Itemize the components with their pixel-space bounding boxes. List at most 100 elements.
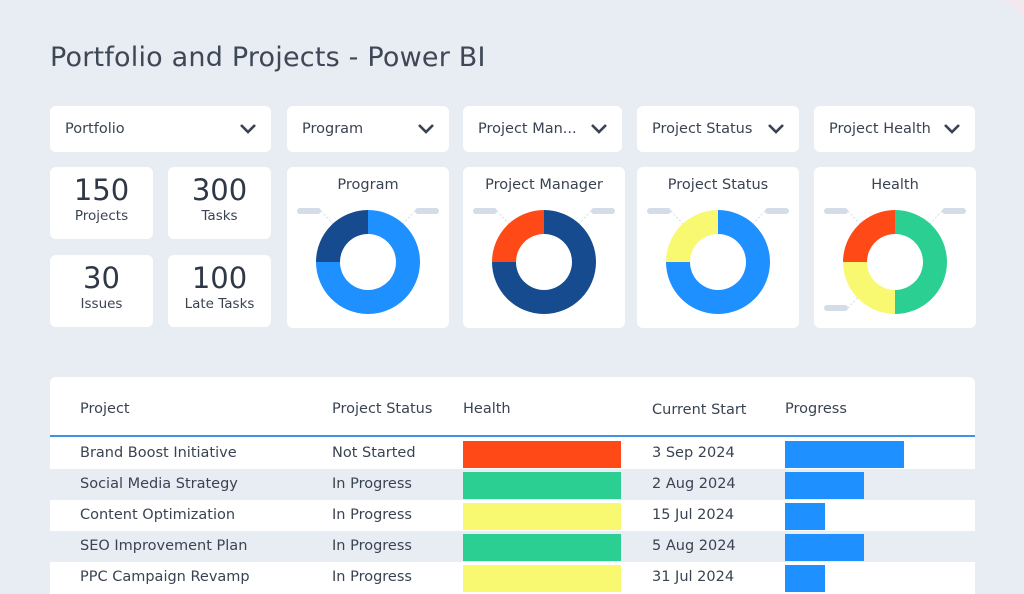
- kpi-value: 100: [191, 261, 248, 295]
- current-start: 31 Jul 2024: [652, 569, 735, 585]
- current-start: 5 Aug 2024: [652, 538, 736, 554]
- donut-slice[interactable]: [843, 262, 895, 314]
- progress-bar: [785, 472, 865, 499]
- project-status: Not Started: [332, 445, 416, 461]
- project-status: In Progress: [332, 569, 412, 585]
- donut-slice[interactable]: [666, 210, 718, 262]
- kpi-late-tasks: 100 Late Tasks: [168, 255, 271, 327]
- project-name: Social Media Strategy: [80, 476, 238, 492]
- table-row[interactable]: SEO Improvement Plan In Progress 5 Aug 2…: [50, 531, 975, 562]
- column-header-progress[interactable]: Progress: [785, 401, 847, 417]
- program-filter[interactable]: Program: [287, 106, 449, 152]
- data-label-placeholder: [765, 208, 789, 214]
- chart-title: Health: [871, 177, 919, 193]
- page-title: Portfolio and Projects - Power BI: [50, 42, 486, 73]
- donut-slice[interactable]: [316, 210, 420, 314]
- project-manager-filter[interactable]: Project Man...: [463, 106, 622, 152]
- chevron-down-icon: [944, 124, 960, 134]
- data-label-placeholder: [824, 208, 848, 214]
- chevron-down-icon: [240, 124, 256, 134]
- donut-slice[interactable]: [492, 210, 544, 262]
- current-start: 3 Sep 2024: [652, 445, 735, 461]
- leader-line: [750, 210, 766, 227]
- data-label-placeholder: [473, 208, 497, 214]
- progress-bar: [785, 441, 904, 468]
- leader-line: [320, 210, 336, 227]
- progress-bar: [785, 503, 825, 530]
- data-label-placeholder: [942, 208, 966, 214]
- kpi-projects: 150 Projects: [50, 167, 153, 239]
- kpi-value: 300: [191, 173, 248, 207]
- data-label-placeholder: [415, 208, 439, 214]
- chart-title: Project Status: [667, 177, 769, 193]
- column-header-current-start[interactable]: Current Start: [652, 402, 747, 418]
- project-name: Content Optimization: [80, 507, 236, 523]
- donut-slice[interactable]: [843, 210, 895, 262]
- filter-label: Project Health: [829, 121, 931, 137]
- table-row[interactable]: Social Media Strategy In Progress 2 Aug …: [50, 469, 975, 500]
- kpi-value: 30: [83, 261, 120, 295]
- donut-slice[interactable]: [316, 210, 368, 262]
- data-label-placeholder: [824, 305, 848, 311]
- projects-table: Project Project Status Health Current St…: [50, 377, 975, 594]
- project-name: PPC Campaign Revamp: [80, 569, 250, 585]
- project-status: In Progress: [332, 507, 412, 523]
- donut-slice[interactable]: [895, 210, 947, 314]
- donut-slice[interactable]: [492, 210, 596, 314]
- health-indicator: [463, 565, 621, 592]
- kpi-label: Projects: [74, 208, 129, 224]
- health-indicator: [463, 472, 621, 499]
- data-label-placeholder: [647, 208, 671, 214]
- data-label-placeholder: [297, 208, 321, 214]
- project-manager-donut-chart[interactable]: Project Manager: [463, 167, 625, 328]
- project-status: In Progress: [332, 538, 412, 554]
- table-row[interactable]: Content Optimization In Progress 15 Jul …: [50, 500, 975, 531]
- leader-line: [847, 210, 863, 227]
- project-status-donut-chart[interactable]: Project Status: [637, 167, 799, 328]
- health-indicator: [463, 503, 621, 530]
- program-donut-chart[interactable]: Program: [287, 167, 449, 328]
- donut-slice[interactable]: [666, 210, 770, 314]
- leader-line: [400, 210, 416, 227]
- leader-line: [496, 210, 512, 227]
- table-row[interactable]: PPC Campaign Revamp In Progress 31 Jul 2…: [50, 562, 975, 593]
- column-header-status[interactable]: Project Status: [332, 401, 433, 417]
- project-status: In Progress: [332, 476, 412, 492]
- health-indicator: [463, 534, 621, 561]
- project-name: SEO Improvement Plan: [80, 538, 248, 554]
- leader-line: [927, 210, 943, 227]
- project-status-filter[interactable]: Project Status: [637, 106, 799, 152]
- chevron-down-icon: [768, 124, 784, 134]
- progress-bar: [785, 534, 865, 561]
- data-label-placeholder: [591, 208, 615, 214]
- kpi-label: Tasks: [201, 208, 238, 224]
- current-start: 15 Jul 2024: [652, 507, 735, 523]
- project-health-filter[interactable]: Project Health: [814, 106, 975, 152]
- leader-line: [576, 210, 592, 227]
- filter-label: Project Status: [652, 121, 753, 137]
- health-donut-chart[interactable]: Health: [814, 167, 976, 328]
- table-row[interactable]: Brand Boost Initiative Not Started 3 Sep…: [50, 438, 975, 469]
- column-header-project[interactable]: Project: [80, 401, 130, 417]
- filter-label: Program: [302, 121, 364, 137]
- filter-label: Portfolio: [65, 121, 125, 137]
- progress-bar: [785, 565, 825, 592]
- column-header-health[interactable]: Health: [463, 401, 511, 417]
- current-start: 2 Aug 2024: [652, 476, 736, 492]
- chart-title: Program: [337, 177, 399, 193]
- leader-line: [670, 210, 686, 227]
- header-divider: [50, 435, 975, 437]
- kpi-issues: 30 Issues: [50, 255, 153, 327]
- kpi-value: 150: [73, 173, 130, 207]
- portfolio-filter[interactable]: Portfolio: [50, 106, 271, 152]
- chevron-down-icon: [591, 124, 607, 134]
- project-name: Brand Boost Initiative: [80, 445, 237, 461]
- kpi-label: Issues: [80, 296, 123, 312]
- health-indicator: [463, 441, 621, 468]
- kpi-tasks: 300 Tasks: [168, 167, 271, 239]
- chevron-down-icon: [418, 124, 434, 134]
- filter-label: Project Man...: [478, 121, 577, 137]
- kpi-label: Late Tasks: [184, 296, 255, 312]
- chart-title: Project Manager: [485, 177, 603, 193]
